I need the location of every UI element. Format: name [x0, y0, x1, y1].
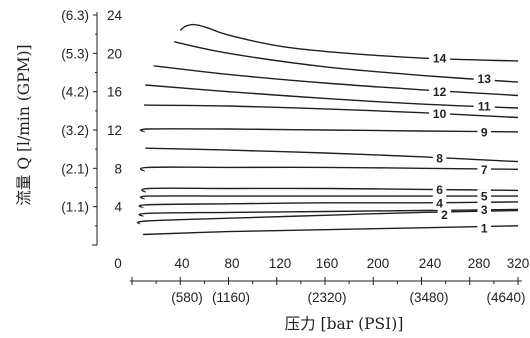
curve-1 [142, 225, 519, 236]
curve-label-bg [429, 84, 451, 99]
curve-label-bg [437, 207, 452, 222]
y-secondary-tick-label: (1.1) [61, 200, 89, 215]
curve-label-13: 13 [478, 72, 492, 86]
curve-label-6: 6 [436, 183, 443, 197]
curve-label-9: 9 [481, 125, 488, 139]
curve-label-bg [473, 99, 495, 114]
curve-label-10: 10 [433, 107, 447, 121]
x-secondary-tick-label: (580) [171, 290, 203, 305]
x-tick-label: 0 [114, 256, 122, 271]
curve-label-4: 4 [436, 196, 443, 210]
curve-7 [139, 166, 519, 172]
curve-label-3: 3 [481, 203, 488, 217]
x-secondary-tick-label: (1160) [212, 290, 250, 305]
curve-label-bg [477, 124, 491, 139]
curve-label-12: 12 [433, 85, 447, 99]
curve-2 [137, 209, 519, 225]
curve-label-11: 11 [478, 100, 491, 114]
curves [137, 23, 519, 236]
curve-11 [145, 84, 519, 109]
curve-label-5: 5 [481, 190, 488, 204]
curve-4 [138, 201, 519, 209]
x-tick-label: 240 [419, 256, 442, 271]
y-secondary-tick-label: (6.3) [61, 8, 89, 23]
y-secondary-tick-label: (2.1) [61, 161, 89, 176]
x-tick-label: 120 [269, 256, 292, 271]
y-tick-label: 24 [107, 8, 123, 23]
curve-label-bg [432, 150, 447, 165]
x-secondary-tick-label: (2320) [307, 290, 346, 305]
curve-label-bg [477, 189, 491, 204]
curve-12 [153, 65, 519, 97]
y-secondary-tick-label: (3.2) [61, 123, 89, 138]
y-axis: 4 (1.1) 8 (2.1) 12 (3.2) 16 (4.2) 20 (5.3) 24 (6.3) [61, 8, 123, 246]
curve-label-bg [473, 71, 495, 86]
x-secondary-tick-label: (4640) [486, 290, 525, 305]
curve-label-bg [429, 106, 451, 121]
x-secondary-tick-label: (3480) [409, 290, 448, 305]
curve-label-bg [477, 220, 491, 235]
y-tick-label: 20 [107, 46, 122, 61]
curve-label-14: 14 [433, 52, 447, 66]
curve-6 [141, 187, 519, 193]
y-tick-label: 12 [107, 123, 122, 138]
curve-10 [144, 104, 519, 119]
curve-14 [179, 23, 519, 62]
curve-label-1: 1 [481, 221, 488, 235]
x-tick-label: 80 [224, 256, 239, 271]
x-axis-title: 压力 [bar (PSI)] [285, 315, 404, 333]
curve-13 [174, 41, 519, 83]
curve-3 [138, 208, 519, 217]
curve-8 [145, 147, 519, 163]
x-tick-label: 160 [316, 256, 339, 271]
y-secondary-tick-label: (4.2) [61, 85, 89, 100]
y-tick-label: 4 [114, 200, 122, 215]
curve-label-bg [429, 51, 451, 66]
curve-5 [139, 195, 518, 200]
y-tick-label: 8 [114, 161, 122, 176]
curve-label-8: 8 [436, 151, 443, 165]
curve-9 [139, 128, 519, 133]
x-axis: 0 40 80 120 160 200 240 280 320 (580) (1160) (2320)… [114, 256, 529, 305]
curve-label-bg [432, 182, 447, 197]
x-tick-label: 320 [507, 256, 530, 271]
y-secondary-tick-label: (5.3) [61, 46, 89, 61]
y-axis-title: 流量 Q [l/min (GPM)] [15, 44, 33, 205]
x-tick-label: 200 [367, 256, 390, 271]
y-tick-label: 16 [107, 85, 122, 100]
x-tick-label: 280 [468, 256, 491, 271]
x-tick-label: 40 [174, 256, 189, 271]
curve-label-bg [432, 195, 447, 210]
curve-label-bg [477, 162, 491, 177]
curve-label-7: 7 [481, 163, 488, 177]
curve-label-2: 2 [441, 208, 448, 222]
curve-label-bg [477, 202, 491, 217]
